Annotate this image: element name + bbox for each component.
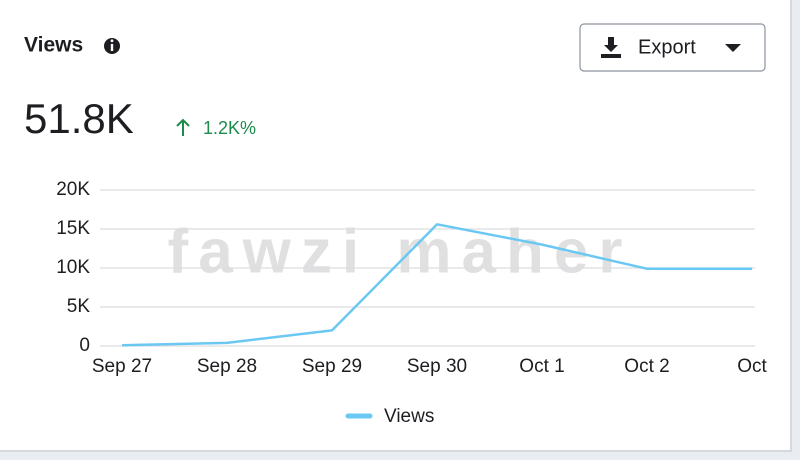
x-tick-label: Sep 27 bbox=[92, 356, 152, 377]
export-button[interactable]: Export bbox=[579, 23, 766, 72]
x-tick-label: Sep 29 bbox=[302, 356, 362, 377]
card-title: Views bbox=[24, 34, 83, 57]
series-line bbox=[121, 223, 752, 347]
y-tick-label: 5K bbox=[67, 296, 91, 317]
watermark: fawzi maher bbox=[168, 217, 633, 286]
change-value: 1.2K% bbox=[203, 118, 256, 138]
x-tick-label: Sep 30 bbox=[407, 356, 467, 377]
y-tick-label: 15K bbox=[56, 218, 90, 239]
x-tick-label: Oct 1 bbox=[519, 356, 564, 377]
y-tick-label: 0 bbox=[79, 335, 90, 356]
x-tick-label: Oct 2 bbox=[624, 356, 669, 377]
total-value: 51.8K bbox=[24, 95, 134, 142]
x-tick-label: Oct bbox=[737, 356, 767, 377]
export-label: Export bbox=[638, 36, 696, 58]
y-tick-label: 10K bbox=[56, 257, 90, 278]
info-icon[interactable] bbox=[104, 38, 120, 54]
y-tick-label: 20K bbox=[56, 179, 90, 200]
up-arrow bbox=[176, 118, 190, 136]
x-tick-label: Sep 28 bbox=[197, 356, 257, 377]
legend-label: Views bbox=[384, 406, 434, 427]
card: Views Export 51.8K 1.2K% fawzi maher 0 5K… bbox=[0, 0, 792, 452]
